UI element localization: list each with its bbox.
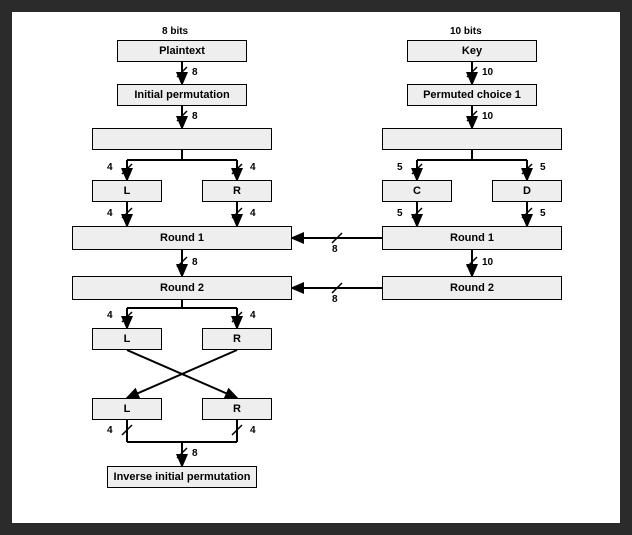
- bit-8: 8: [332, 244, 338, 255]
- bit-4: 4: [250, 425, 256, 436]
- bit-8: 8: [192, 67, 198, 78]
- L1-label: L: [124, 185, 131, 197]
- key-box: Key: [407, 40, 537, 62]
- plaintext-label: Plaintext: [159, 45, 205, 57]
- L3-box: L: [92, 398, 162, 420]
- right-round2-label: Round 2: [450, 282, 494, 294]
- R1-box: R: [202, 180, 272, 202]
- pc1-label: Permuted choice 1: [423, 89, 521, 101]
- bit-4: 4: [250, 162, 256, 173]
- bit-10: 10: [482, 67, 493, 78]
- left-round1-label: Round 1: [160, 232, 204, 244]
- bit-10: 10: [482, 111, 493, 122]
- bit-10: 10: [482, 257, 493, 268]
- pc1-box: Permuted choice 1: [407, 84, 537, 106]
- key-label: Key: [462, 45, 482, 57]
- iip-box: Inverse initial permutation: [107, 466, 257, 488]
- bit-4: 4: [107, 208, 113, 219]
- C-label: C: [413, 185, 421, 197]
- bit-8: 8: [192, 111, 198, 122]
- bit-5: 5: [540, 162, 546, 173]
- R1-label: R: [233, 185, 241, 197]
- split-box-right: [382, 128, 562, 150]
- bit-4: 4: [250, 208, 256, 219]
- L1-box: L: [92, 180, 162, 202]
- left-header: 8 bits: [162, 26, 188, 37]
- plaintext-box: Plaintext: [117, 40, 247, 62]
- C-box: C: [382, 180, 452, 202]
- left-round1-box: Round 1: [72, 226, 292, 250]
- bit-8: 8: [332, 294, 338, 305]
- iip-label: Inverse initial permutation: [114, 471, 251, 483]
- bit-4: 4: [107, 162, 113, 173]
- R3-label: R: [233, 403, 241, 415]
- L3-label: L: [124, 403, 131, 415]
- bit-4: 4: [107, 425, 113, 436]
- R2-label: R: [233, 333, 241, 345]
- left-round2-label: Round 2: [160, 282, 204, 294]
- right-round1-label: Round 1: [450, 232, 494, 244]
- L2-label: L: [124, 333, 131, 345]
- R3-box: R: [202, 398, 272, 420]
- left-round2-box: Round 2: [72, 276, 292, 300]
- bit-8: 8: [192, 257, 198, 268]
- ip-box: Initial permutation: [117, 84, 247, 106]
- bit-5: 5: [540, 208, 546, 219]
- bit-4: 4: [250, 310, 256, 321]
- right-header: 10 bits: [450, 26, 482, 37]
- R2-box: R: [202, 328, 272, 350]
- bit-5: 5: [397, 162, 403, 173]
- bit-8: 8: [192, 448, 198, 459]
- bit-4: 4: [107, 310, 113, 321]
- L2-box: L: [92, 328, 162, 350]
- split-box-left: [92, 128, 272, 150]
- diagram-canvas: 8 bits 10 bits Plaintext Initial permuta…: [12, 12, 620, 523]
- right-round1-box: Round 1: [382, 226, 562, 250]
- D-box: D: [492, 180, 562, 202]
- bit-5: 5: [397, 208, 403, 219]
- ip-label: Initial permutation: [134, 89, 229, 101]
- D-label: D: [523, 185, 531, 197]
- right-round2-box: Round 2: [382, 276, 562, 300]
